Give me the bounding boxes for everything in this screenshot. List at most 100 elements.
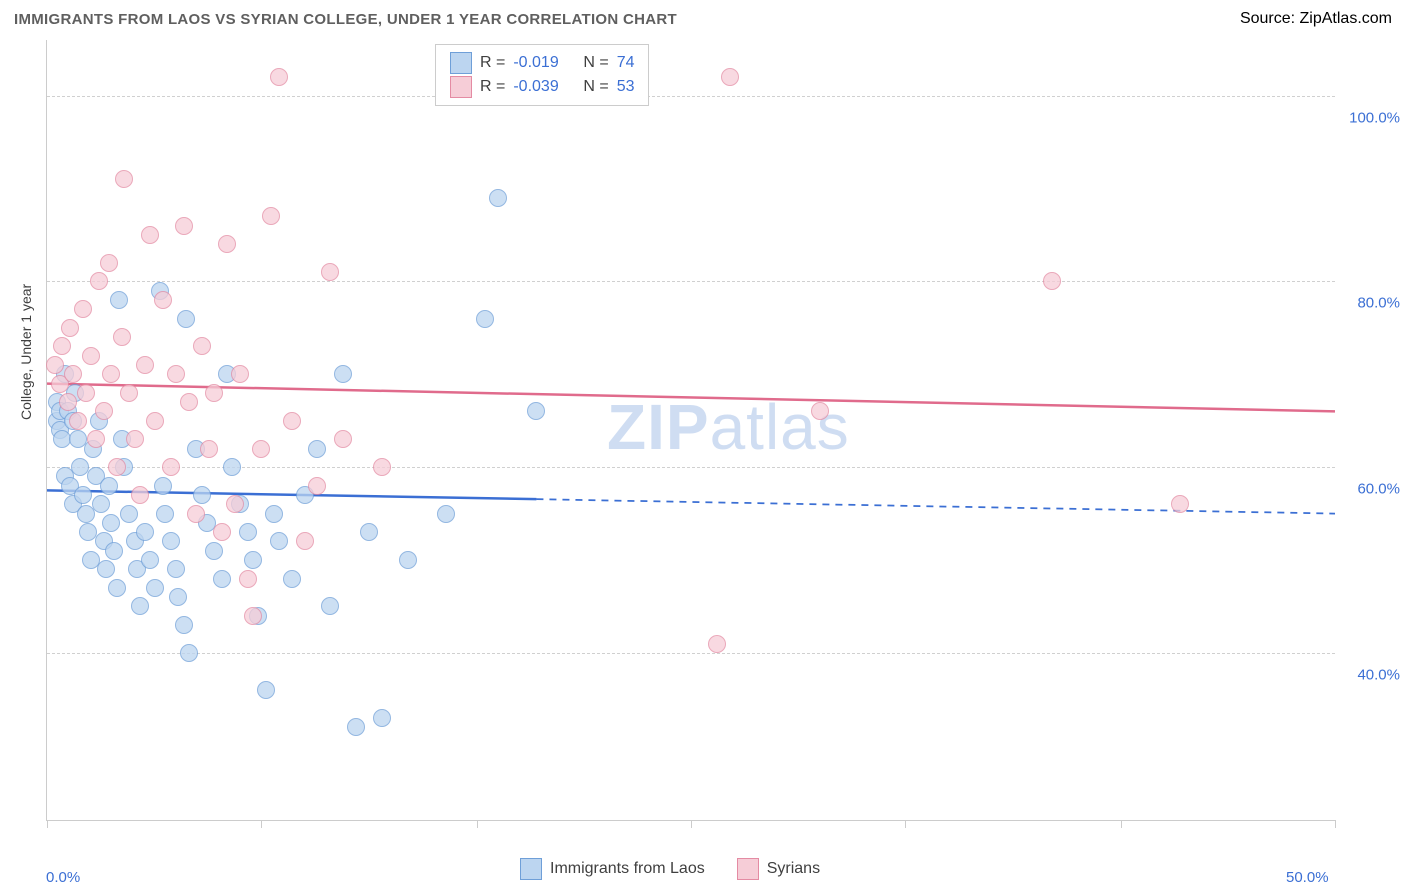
n-label: N =	[583, 75, 608, 99]
data-point	[90, 272, 108, 290]
trend-line-dashed	[536, 499, 1335, 513]
data-point	[296, 532, 314, 550]
data-point	[141, 226, 159, 244]
y-tick-label: 60.0%	[1357, 481, 1400, 498]
data-point	[146, 412, 164, 430]
n-label: N =	[583, 51, 608, 75]
legend-series-label: Syrians	[767, 860, 820, 878]
data-point	[218, 235, 236, 253]
r-label: R =	[480, 51, 505, 75]
data-point	[373, 709, 391, 727]
correlation-legend: R = -0.019 N = 74 R = -0.039 N = 53	[435, 44, 649, 106]
data-point	[347, 718, 365, 736]
n-value: 74	[617, 51, 635, 75]
data-point	[102, 514, 120, 532]
data-point	[399, 551, 417, 569]
gridline	[47, 653, 1335, 654]
data-point	[120, 384, 138, 402]
trend-line-solid	[47, 490, 536, 499]
series-legend: Immigrants from Laos Syrians	[520, 858, 844, 880]
data-point	[102, 365, 120, 383]
data-point	[239, 523, 257, 541]
data-point	[708, 635, 726, 653]
data-point	[131, 597, 149, 615]
legend-swatch	[450, 76, 472, 98]
data-point	[180, 393, 198, 411]
data-point	[231, 365, 249, 383]
data-point	[270, 68, 288, 86]
x-tick	[261, 820, 262, 828]
data-point	[154, 291, 172, 309]
data-point	[205, 542, 223, 560]
data-point	[187, 505, 205, 523]
data-point	[239, 570, 257, 588]
data-point	[120, 505, 138, 523]
r-value: -0.039	[513, 75, 575, 99]
gridline	[47, 281, 1335, 282]
x-tick	[47, 820, 48, 828]
x-tick-label: 0.0%	[46, 869, 80, 886]
legend-swatch	[450, 52, 472, 74]
data-point	[200, 440, 218, 458]
data-point	[162, 532, 180, 550]
y-tick-label: 100.0%	[1349, 109, 1400, 126]
x-tick-label: 50.0%	[1286, 869, 1329, 886]
data-point	[146, 579, 164, 597]
legend-series-label: Immigrants from Laos	[550, 860, 705, 878]
data-point	[110, 291, 128, 309]
data-point	[175, 616, 193, 634]
data-point	[262, 207, 280, 225]
r-label: R =	[480, 75, 505, 99]
watermark-light: atlas	[710, 391, 850, 463]
data-point	[489, 189, 507, 207]
data-point	[175, 217, 193, 235]
data-point	[108, 579, 126, 597]
data-point	[46, 356, 64, 374]
gridline	[47, 96, 1335, 97]
data-point	[334, 365, 352, 383]
r-value: -0.019	[513, 51, 575, 75]
data-point	[95, 402, 113, 420]
data-point	[167, 365, 185, 383]
legend-row: R = -0.039 N = 53	[450, 75, 634, 99]
data-point	[193, 486, 211, 504]
data-point	[105, 542, 123, 560]
chart-title: IMMIGRANTS FROM LAOS VS SYRIAN COLLEGE, …	[14, 11, 677, 28]
source-label: Source: ZipAtlas.com	[1240, 10, 1392, 28]
data-point	[154, 477, 172, 495]
data-point	[1171, 495, 1189, 513]
data-point	[283, 412, 301, 430]
data-point	[437, 505, 455, 523]
data-point	[244, 607, 262, 625]
data-point	[1043, 272, 1061, 290]
x-tick	[477, 820, 478, 828]
data-point	[77, 384, 95, 402]
data-point	[252, 440, 270, 458]
data-point	[265, 505, 283, 523]
data-point	[257, 681, 275, 699]
data-point	[213, 523, 231, 541]
data-point	[82, 347, 100, 365]
data-point	[64, 365, 82, 383]
legend-swatch	[737, 858, 759, 880]
legend-swatch	[520, 858, 542, 880]
n-value: 53	[617, 75, 635, 99]
trend-line-solid	[47, 384, 1335, 412]
scatter-chart: ZIPatlas	[46, 40, 1335, 821]
data-point	[334, 430, 352, 448]
data-point	[141, 551, 159, 569]
source-name: ZipAtlas.com	[1300, 10, 1392, 27]
data-point	[61, 319, 79, 337]
data-point	[167, 560, 185, 578]
x-tick	[905, 820, 906, 828]
data-point	[115, 170, 133, 188]
data-point	[308, 440, 326, 458]
data-point	[169, 588, 187, 606]
data-point	[321, 263, 339, 281]
data-point	[59, 393, 77, 411]
data-point	[321, 597, 339, 615]
data-point	[721, 68, 739, 86]
data-point	[223, 458, 241, 476]
data-point	[136, 523, 154, 541]
watermark-bold: ZIP	[607, 391, 710, 463]
